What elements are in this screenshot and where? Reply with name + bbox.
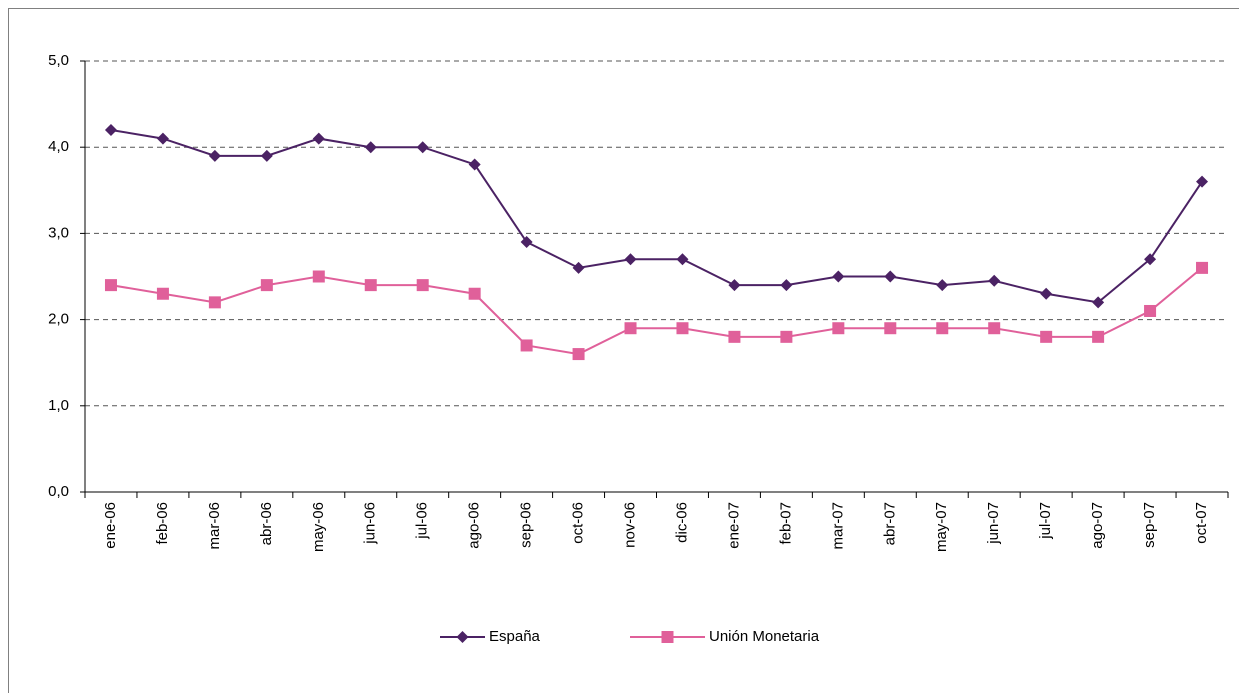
y-tick-label: 1,0 — [48, 397, 69, 414]
legend-marker — [662, 631, 674, 643]
x-tick-label: oct-06 — [570, 502, 587, 544]
x-tick-label: may-06 — [310, 502, 327, 552]
x-tick-label: nov-06 — [621, 502, 638, 548]
y-tick-label: 5,0 — [48, 52, 69, 69]
point-marker — [521, 339, 533, 351]
y-tick-label: 4,0 — [48, 138, 69, 155]
x-tick-label: feb-07 — [777, 502, 794, 545]
point-marker — [157, 288, 169, 300]
y-tick-label: 0,0 — [48, 483, 69, 500]
point-marker — [469, 288, 481, 300]
point-marker — [728, 331, 740, 343]
x-tick-label: ene-06 — [102, 502, 119, 549]
point-marker — [105, 279, 117, 291]
x-tick-label: ene-07 — [725, 502, 742, 549]
point-marker — [780, 331, 792, 343]
point-marker — [884, 322, 896, 334]
x-tick-label: mar-07 — [829, 502, 846, 550]
y-tick-label: 3,0 — [48, 224, 69, 241]
x-tick-label: ago-06 — [466, 502, 483, 549]
x-tick-label: abr-07 — [881, 502, 898, 545]
point-marker — [988, 322, 1000, 334]
x-tick-label: mar-06 — [206, 502, 223, 550]
legend-label: Unión Monetaria — [709, 628, 820, 645]
point-marker — [1040, 331, 1052, 343]
x-tick-label: jul-06 — [414, 502, 431, 540]
x-tick-label: jun-07 — [985, 502, 1002, 545]
x-tick-label: ago-07 — [1089, 502, 1106, 549]
x-tick-label: abr-06 — [258, 502, 275, 545]
point-marker — [209, 296, 221, 308]
point-marker — [1092, 331, 1104, 343]
x-tick-label: may-07 — [933, 502, 950, 552]
point-marker — [625, 322, 637, 334]
x-tick-label: feb-06 — [154, 502, 171, 545]
x-tick-label: sep-06 — [518, 502, 535, 548]
point-marker — [573, 348, 585, 360]
point-marker — [365, 279, 377, 291]
legend-label: España — [489, 628, 541, 645]
point-marker — [417, 279, 429, 291]
x-tick-label: sep-07 — [1141, 502, 1158, 548]
chart-frame — [9, 9, 1239, 694]
point-marker — [676, 322, 688, 334]
point-marker — [936, 322, 948, 334]
point-marker — [313, 271, 325, 283]
x-tick-label: jul-07 — [1037, 502, 1054, 540]
point-marker — [1196, 262, 1208, 274]
point-marker — [1144, 305, 1156, 317]
x-tick-label: oct-07 — [1193, 502, 1210, 544]
point-marker — [261, 279, 273, 291]
x-tick-label: dic-06 — [673, 502, 690, 543]
y-tick-label: 2,0 — [48, 311, 69, 328]
x-tick-label: jun-06 — [362, 502, 379, 545]
point-marker — [832, 322, 844, 334]
